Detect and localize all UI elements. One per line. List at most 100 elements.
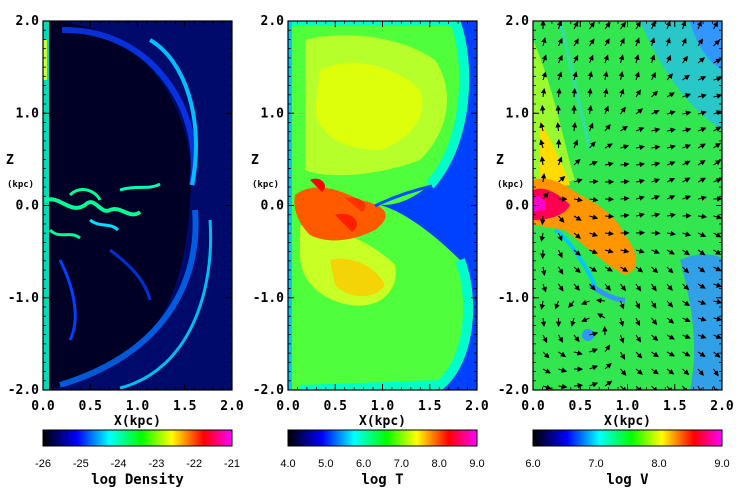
velocity-arrow bbox=[713, 249, 722, 255]
velocity-arrow bbox=[618, 317, 625, 327]
velocity-arrow bbox=[589, 196, 599, 203]
x-axis-label: X(kpc) bbox=[604, 414, 651, 429]
y-axis-label: Z bbox=[496, 153, 504, 168]
x-axis-label: X(kpc) bbox=[114, 414, 161, 429]
colorbar-label: log V bbox=[606, 472, 649, 488]
velocity-arrow bbox=[697, 316, 707, 322]
panel-axes-1: 2.0 1.0 0.0 -1.0 -2.0 Z (kpc) 0.0 0.5 1.0 1.5 2.0 X(… bbox=[6, 14, 244, 429]
velocity-arrow bbox=[573, 232, 581, 239]
velocity-arrow bbox=[539, 215, 546, 226]
x-tick-label: 1.5 bbox=[418, 399, 441, 414]
velocity-arrow bbox=[604, 283, 611, 291]
velocity-arrow bbox=[541, 283, 547, 293]
velocity-arrow bbox=[713, 214, 722, 220]
colorbar-tick-label: -22 bbox=[186, 458, 202, 470]
colorbar-tick-label: 9.0 bbox=[469, 458, 484, 470]
velocity-arrow bbox=[589, 331, 599, 337]
velocity-arrow bbox=[557, 156, 563, 166]
velocity-arrow bbox=[666, 317, 675, 324]
velocity-arrow bbox=[588, 122, 594, 132]
velocity-arrow bbox=[697, 368, 704, 376]
velocity-arrow bbox=[581, 299, 590, 305]
velocity-arrow bbox=[604, 123, 611, 132]
velocity-arrow bbox=[651, 334, 659, 342]
velocity-arrow bbox=[666, 300, 674, 308]
velocity-arrow bbox=[557, 71, 563, 81]
velocity-arrow bbox=[573, 283, 580, 291]
velocity-arrow bbox=[620, 266, 629, 272]
axes: 2.0 1.0 0.0 -1.0 -2.0 Z (kpc) 0.0 0.5 1.0 1.5 2.0 X(… bbox=[6, 14, 734, 429]
y-axis-unit: (kpc) bbox=[497, 180, 524, 190]
temperature-colorbar bbox=[287, 429, 478, 447]
y-tick-label: 0.0 bbox=[506, 199, 530, 214]
velocity-arrow bbox=[602, 71, 609, 81]
colorbar-tick-label: -23 bbox=[148, 458, 164, 470]
velocity-arrow bbox=[697, 143, 706, 149]
velocity-arrow bbox=[558, 383, 568, 390]
velocity-arrow bbox=[682, 351, 691, 357]
velocity-arrow bbox=[665, 37, 671, 47]
velocity-arrow bbox=[618, 71, 624, 81]
velocity-arrow bbox=[620, 21, 626, 30]
density-panel bbox=[42, 20, 233, 391]
velocity-arrow bbox=[697, 57, 706, 64]
velocity-arrow bbox=[666, 161, 676, 167]
velocity-arrow bbox=[589, 38, 595, 47]
velocity-arrow bbox=[697, 266, 706, 273]
velocity-arrow bbox=[682, 177, 691, 183]
velocity-arrow bbox=[697, 195, 707, 201]
y-tick-label: 0.0 bbox=[16, 199, 40, 214]
velocity-arrow bbox=[697, 38, 704, 47]
velocity-arrow bbox=[573, 334, 580, 343]
velocity-arrow bbox=[712, 21, 719, 30]
velocity-arrow bbox=[651, 195, 661, 201]
y-tick-label: -2.0 bbox=[8, 383, 39, 398]
velocity-arrow bbox=[539, 155, 546, 166]
velocity-arrow bbox=[540, 172, 547, 183]
velocity-arrow bbox=[682, 266, 690, 274]
velocity-arrow bbox=[713, 76, 722, 82]
velocity-arrow bbox=[682, 110, 692, 116]
velocity-arrow bbox=[572, 139, 578, 149]
velocity-arrow bbox=[555, 121, 561, 132]
velocity-arrow bbox=[620, 283, 626, 292]
velocity-arrow bbox=[573, 266, 581, 274]
velocity-arrow bbox=[573, 178, 583, 184]
velocity-arrow bbox=[651, 90, 659, 98]
x-tick-label: 0.0 bbox=[521, 399, 545, 414]
velocity-arrow bbox=[649, 37, 656, 47]
velocity-arrow bbox=[539, 104, 546, 115]
velocity-arrow bbox=[540, 317, 547, 328]
velocity-arrow bbox=[666, 283, 673, 292]
velocity-arrow bbox=[697, 351, 706, 357]
y-axis-label: Z bbox=[6, 153, 14, 168]
colorbar-tick-label: 6.0 bbox=[525, 458, 540, 470]
x-tick-label: 2.0 bbox=[465, 399, 489, 414]
velocity-arrow bbox=[589, 283, 596, 291]
velocity-arrow bbox=[635, 212, 645, 218]
velocity-arrow bbox=[635, 300, 641, 310]
velocity-arrow bbox=[556, 87, 562, 98]
velocity-vectors bbox=[539, 21, 722, 390]
velocity-arrow bbox=[635, 21, 641, 30]
velocity-arrow bbox=[568, 300, 575, 308]
velocity-arrow bbox=[558, 175, 566, 183]
velocity-arrow bbox=[666, 177, 676, 183]
velocity-arrow bbox=[651, 317, 658, 326]
velocity-arrow bbox=[666, 385, 673, 390]
velocity-arrow bbox=[573, 249, 581, 256]
velocity-arrow bbox=[604, 248, 614, 254]
velocity-arrow bbox=[541, 54, 547, 64]
velocity-arrow bbox=[651, 127, 661, 133]
colorbar-2-labels: 4.0 5.0 6.0 7.0 8.0 9.0 log T bbox=[280, 458, 484, 488]
velocity-arrow bbox=[651, 212, 661, 218]
velocity-arrow bbox=[602, 88, 609, 98]
colorbar-labels: -26 -25 -24 -23 -22 -21 log Density 4.0 5.0 6.0 7.… bbox=[35, 458, 730, 488]
x-tick-label: 1.5 bbox=[173, 399, 196, 414]
velocity-arrow bbox=[619, 37, 625, 47]
velocity-arrow bbox=[589, 21, 595, 30]
velocity-arrow bbox=[713, 93, 722, 99]
x-tick-label: 1.0 bbox=[616, 399, 640, 414]
velocity-arrow bbox=[681, 37, 687, 47]
